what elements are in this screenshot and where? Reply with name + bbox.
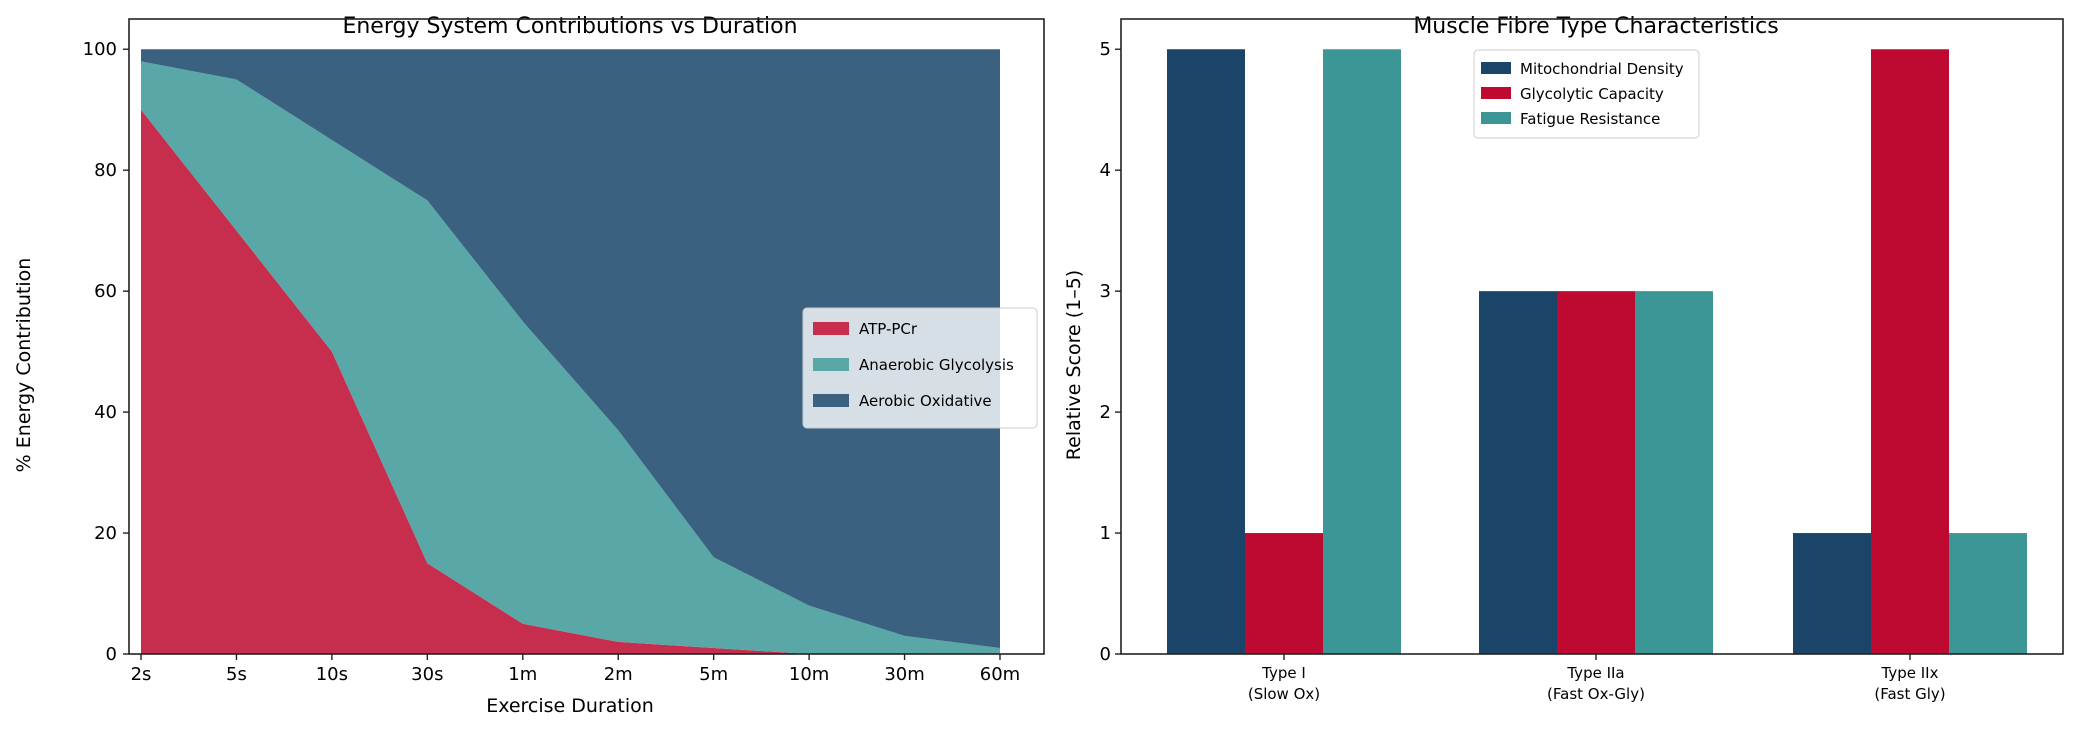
energy-contribution-chart: Energy System Contributions vs Duration …	[13, 14, 1045, 717]
legend-label: Mitochondrial Density	[1520, 60, 1684, 78]
legend-label: Glycolytic Capacity	[1520, 85, 1664, 103]
y-tick-label: 100	[83, 39, 117, 60]
left-y-axis-label: % Energy Contribution	[13, 258, 35, 473]
legend-label: Fatigue Resistance	[1520, 110, 1660, 128]
left-x-axis-label: Exercise Duration	[486, 695, 654, 717]
legend-label: ATP-PCr	[859, 320, 918, 338]
x-tick-label: (Fast Ox-Gly)	[1547, 685, 1645, 703]
area-atp-pcr	[141, 109, 1000, 654]
y-tick-label: 0	[1100, 644, 1111, 665]
area-aerobic-oxidative	[141, 49, 1000, 648]
left-chart-title: Energy System Contributions vs Duration	[342, 14, 797, 39]
x-tick-label: 10m	[789, 664, 829, 685]
x-tick-label: Type I	[1261, 664, 1306, 682]
plot-frame	[128, 18, 1045, 655]
x-tick-label: 30m	[884, 664, 924, 685]
plot-frame	[1120, 18, 2064, 655]
x-tick-label: Type IIx	[1881, 664, 1939, 682]
x-tick-label: 10s	[316, 664, 348, 685]
x-tick-label: Type IIa	[1566, 664, 1624, 682]
y-tick-label: 60	[94, 281, 117, 302]
x-tick-label: 2m	[604, 664, 633, 685]
fibre-type-chart: Muscle Fibre Type Characteristics Relati…	[1063, 14, 2064, 703]
legend-label: Anaerobic Glycolysis	[859, 356, 1014, 374]
legend-box	[802, 307, 1038, 429]
bar-mitochondrial-density	[1479, 291, 1557, 654]
bar-glycolytic-capacity	[1871, 49, 1949, 654]
bar-fatigue-resistance	[1949, 533, 2027, 654]
x-tick-label: 1m	[508, 664, 537, 685]
bar-fatigue-resistance	[1323, 49, 1401, 654]
legend: Mitochondrial Density Glycolytic Capacity…	[1473, 49, 1700, 139]
bar-fatigue-resistance	[1635, 291, 1713, 654]
y-tick-label: 5	[1100, 39, 1111, 60]
y-tick-label: 3	[1100, 281, 1111, 302]
right-y-axis-label: Relative Score (1–5)	[1063, 270, 1085, 460]
x-tick-label: 30s	[411, 664, 443, 685]
y-tick-label: 4	[1100, 160, 1111, 181]
y-tick-label: 20	[94, 523, 117, 544]
legend: ATP-PCr Anaerobic Glycolysis Aerobic Oxida…	[802, 307, 1038, 429]
legend-box	[1473, 49, 1700, 139]
x-tick-label: (Fast Gly)	[1874, 685, 1945, 703]
legend-swatch	[1481, 112, 1511, 124]
x-tick-label: 60m	[980, 664, 1020, 685]
legend-label: Aerobic Oxidative	[859, 392, 992, 410]
legend-swatch	[813, 358, 849, 371]
y-tick-label: 0	[106, 644, 117, 665]
bar-glycolytic-capacity	[1245, 533, 1323, 654]
x-tick-label: 5s	[226, 664, 247, 685]
y-tick-label: 40	[94, 402, 117, 423]
y-tick-label: 80	[94, 160, 117, 181]
legend-swatch	[1481, 62, 1511, 74]
y-tick-label: 2	[1100, 402, 1111, 423]
area-anaerobic-glycolysis	[141, 61, 1000, 655]
right-chart-title: Muscle Fibre Type Characteristics	[1413, 14, 1778, 39]
bar-mitochondrial-density	[1167, 49, 1245, 654]
legend-swatch	[1481, 87, 1511, 99]
bar-glycolytic-capacity	[1557, 291, 1635, 654]
legend-swatch	[813, 394, 849, 407]
x-tick-label: (Slow Ox)	[1248, 685, 1320, 703]
y-tick-label: 1	[1100, 523, 1111, 544]
x-tick-label: 2s	[131, 664, 152, 685]
x-tick-label: 5m	[699, 664, 728, 685]
bar-mitochondrial-density	[1793, 533, 1871, 654]
legend-swatch	[813, 322, 849, 335]
